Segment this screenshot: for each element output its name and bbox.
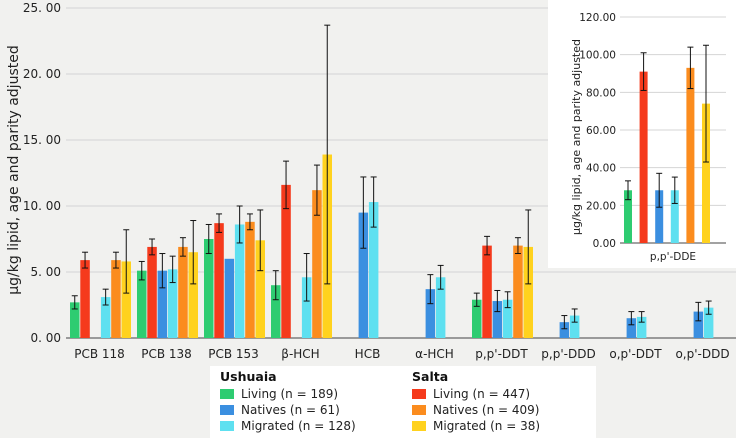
main-category-label: HCB — [355, 347, 381, 361]
inset-bar — [670, 190, 679, 243]
inset-bar — [655, 190, 664, 243]
inset-bar — [686, 67, 695, 243]
legend-item-ushuaia-migrated: Migrated (n = 128) — [220, 418, 356, 434]
main-bar — [312, 190, 322, 338]
main-bar — [703, 307, 714, 338]
legend-label: Natives (n = 409) — [433, 403, 540, 417]
main-bar — [482, 245, 492, 338]
inset-bar — [702, 103, 710, 243]
main-category-label: PCB 118 — [74, 347, 125, 361]
main-bar — [147, 246, 157, 338]
legend-label: Natives (n = 61) — [241, 403, 340, 417]
main-bar — [70, 302, 80, 338]
main-bar — [358, 212, 369, 338]
main-category-label: PCB 138 — [141, 347, 192, 361]
main-bar — [234, 224, 245, 338]
main-bar — [271, 285, 281, 338]
main-bar — [492, 301, 503, 338]
legend-item-salta-living: Living (n = 447) — [412, 386, 540, 402]
legend-swatch — [412, 421, 426, 431]
main-bar — [368, 202, 379, 338]
main-bar — [693, 311, 704, 338]
main-bar — [559, 322, 570, 338]
legend-group-salta: Salta Living (n = 447) Natives (n = 409)… — [412, 369, 540, 434]
main-bar — [245, 221, 255, 338]
inset-ytick-label: 80.00 — [586, 87, 616, 99]
main-category-label: o,p'-DDT — [609, 347, 662, 361]
main-bar — [204, 239, 214, 338]
main-bar — [100, 297, 111, 338]
main-bar — [523, 246, 533, 338]
main-ytick-label: 15. 00 — [23, 133, 61, 147]
main-ytick-label: 10. 00 — [23, 199, 61, 213]
inset-ylabel: μg/kg lipid, age and parity adjusted — [570, 39, 583, 235]
inset-ytick-label: 40.00 — [586, 163, 616, 175]
main-bar — [569, 315, 580, 338]
main-category-label: o,p'-DDD — [675, 347, 729, 361]
legend-item-salta-migrated: Migrated (n = 38) — [412, 418, 540, 434]
main-bar — [425, 289, 436, 338]
main-bar — [301, 277, 312, 338]
main-bar — [636, 316, 647, 338]
main-bar — [502, 299, 513, 338]
legend-item-ushuaia-natives: Natives (n = 61) — [220, 402, 356, 418]
main-bar — [178, 246, 188, 338]
inset-ytick-label: 0.00 — [593, 238, 616, 250]
legend-label: Migrated (n = 38) — [433, 419, 541, 433]
main-bar — [137, 270, 147, 338]
main-category-label: p,p'-DDD — [541, 347, 595, 361]
inset-ytick-label: 20.00 — [586, 200, 616, 212]
legend: Ushuaia Living (n = 189) Natives (n = 61… — [210, 366, 596, 438]
legend-swatch — [412, 405, 426, 415]
inset-bar — [639, 71, 648, 243]
inset-ytick-label: 120.00 — [579, 12, 616, 24]
main-bar — [121, 261, 131, 338]
main-bar — [255, 240, 265, 338]
legend-swatch — [220, 389, 234, 399]
main-ytick-label: 25. 00 — [23, 1, 61, 15]
legend-swatch — [412, 389, 426, 399]
main-bar — [281, 184, 291, 338]
main-category-label: PCB 153 — [208, 347, 259, 361]
legend-title-salta: Salta — [412, 369, 449, 384]
main-bar — [167, 269, 178, 338]
main-bar — [188, 252, 198, 338]
inset-ytick-label: 100.00 — [579, 50, 616, 62]
main-bar — [513, 245, 523, 338]
main-bar — [80, 260, 90, 338]
main-ytick-label: 5. 00 — [30, 265, 61, 279]
main-bar — [626, 318, 637, 338]
legend-label: Living (n = 189) — [241, 387, 339, 401]
main-ytick-label: 0. 00 — [30, 331, 61, 345]
legend-label: Living (n = 447) — [433, 387, 531, 401]
legend-swatch — [220, 421, 234, 431]
legend-swatch — [220, 405, 234, 415]
main-bar — [157, 270, 168, 338]
legend-title-ushuaia: Ushuaia — [220, 369, 277, 384]
inset-ytick-label: 60.00 — [586, 125, 616, 137]
legend-item-salta-natives: Natives (n = 409) — [412, 402, 540, 418]
main-bar — [111, 260, 121, 338]
main-bar — [472, 299, 482, 338]
main-category-label: p,p'-DDT — [475, 347, 528, 361]
main-ylabel: μg/kg lipid, age and parity adjusted — [6, 45, 22, 294]
main-category-label: α-HCH — [415, 347, 454, 361]
legend-label: Migrated (n = 128) — [241, 419, 356, 433]
legend-group-ushuaia: Ushuaia Living (n = 189) Natives (n = 61… — [220, 369, 356, 434]
inset-category-label: p,p'-DDE — [650, 251, 696, 263]
main-bar — [214, 223, 224, 338]
main-bar — [224, 258, 235, 338]
legend-item-ushuaia-living: Living (n = 189) — [220, 386, 356, 402]
main-category-label: β-HCH — [281, 347, 319, 361]
main-ytick-label: 20. 00 — [23, 67, 61, 81]
inset-bar — [624, 190, 632, 243]
main-bar — [435, 277, 446, 338]
